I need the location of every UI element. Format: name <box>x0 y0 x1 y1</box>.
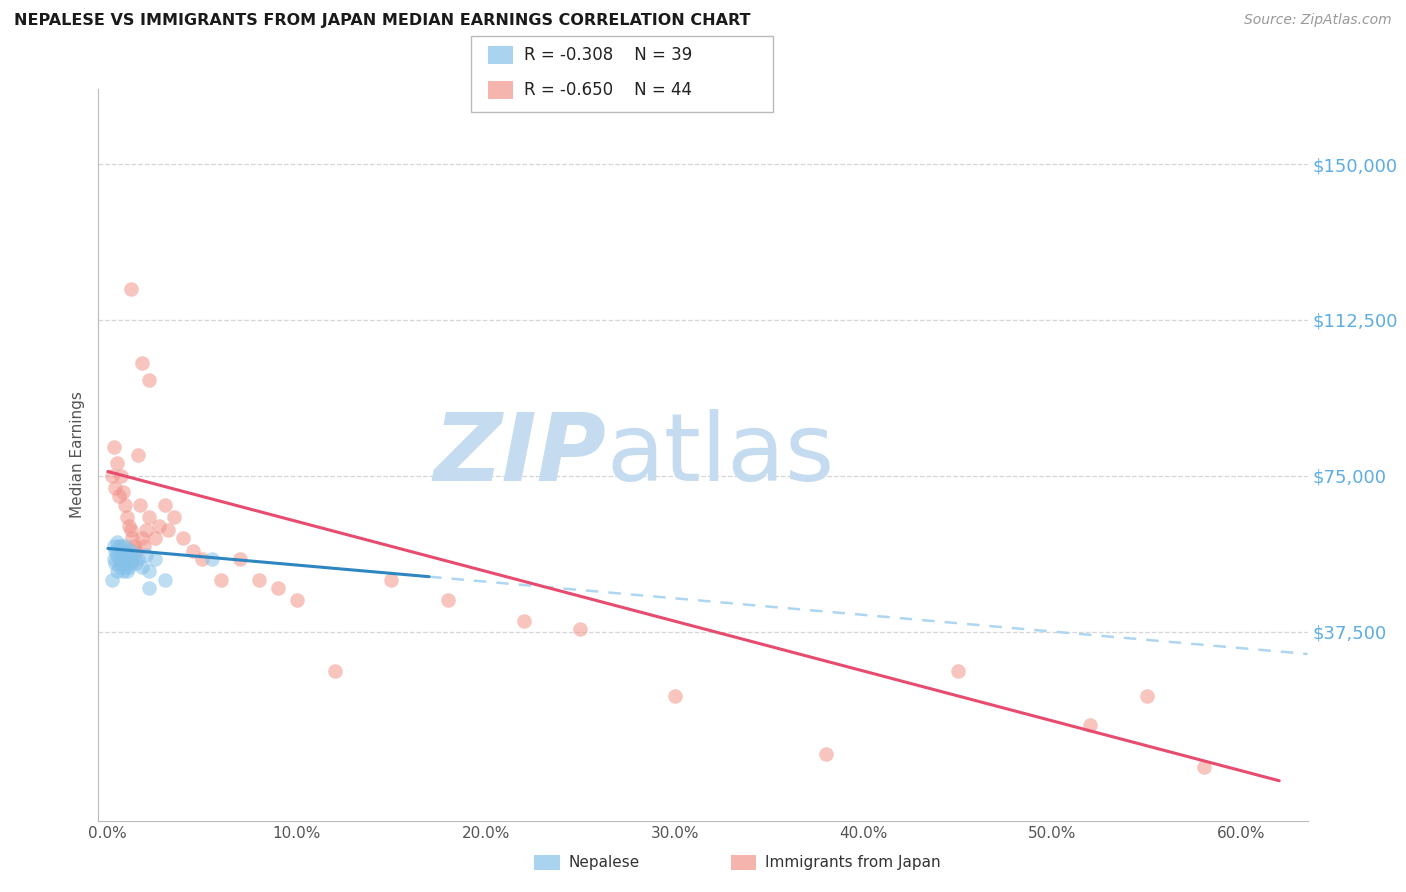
Point <box>1192 759 1215 773</box>
Point <box>247 573 270 587</box>
Point <box>138 581 160 595</box>
Point <box>108 560 131 574</box>
Point <box>115 510 138 524</box>
Point <box>124 539 146 553</box>
Y-axis label: Median Earnings: Median Earnings <box>70 392 86 518</box>
Point <box>108 490 131 504</box>
Point <box>103 551 125 566</box>
Point <box>114 560 136 574</box>
Point <box>946 664 969 678</box>
Point <box>135 548 157 562</box>
Point <box>267 581 290 595</box>
Point <box>103 440 125 454</box>
Point <box>138 564 160 578</box>
Point <box>143 531 166 545</box>
Point <box>131 531 153 545</box>
Point <box>104 481 127 495</box>
Point <box>124 548 146 562</box>
Point <box>569 623 592 637</box>
Point <box>118 560 141 574</box>
Point <box>143 551 166 566</box>
Text: R = -0.308    N = 39: R = -0.308 N = 39 <box>524 46 693 64</box>
Point <box>285 593 308 607</box>
Point <box>104 543 127 558</box>
Point <box>110 468 132 483</box>
Text: NEPALESE VS IMMIGRANTS FROM JAPAN MEDIAN EARNINGS CORRELATION CHART: NEPALESE VS IMMIGRANTS FROM JAPAN MEDIAN… <box>14 13 751 29</box>
Point <box>131 560 153 574</box>
Point <box>121 531 143 545</box>
Point <box>814 747 837 761</box>
Point <box>135 523 157 537</box>
Point <box>120 282 142 296</box>
Point <box>111 551 134 566</box>
Point <box>118 548 141 562</box>
Text: Nepalese: Nepalese <box>568 855 640 870</box>
Point <box>105 535 128 549</box>
Point <box>111 485 134 500</box>
Point <box>181 543 204 558</box>
Point <box>153 498 176 512</box>
Point <box>125 556 148 570</box>
Point <box>111 543 134 558</box>
Point <box>114 498 136 512</box>
Point <box>114 539 136 553</box>
Point <box>229 551 252 566</box>
Point <box>115 564 138 578</box>
Point <box>323 664 346 678</box>
Point <box>664 689 686 703</box>
Point <box>138 373 160 387</box>
Point <box>127 551 149 566</box>
Point <box>209 573 232 587</box>
Point <box>153 573 176 587</box>
Point <box>127 448 149 462</box>
Point <box>105 564 128 578</box>
Point <box>103 539 125 553</box>
Point <box>131 357 153 371</box>
Point <box>437 593 460 607</box>
Point <box>138 510 160 524</box>
Point <box>115 543 138 558</box>
Point <box>120 523 142 537</box>
Point <box>100 468 122 483</box>
Point <box>120 543 142 558</box>
Point <box>100 573 122 587</box>
Point <box>1136 689 1159 703</box>
Point <box>148 518 170 533</box>
Point <box>172 531 194 545</box>
Text: R = -0.650    N = 44: R = -0.650 N = 44 <box>524 81 692 99</box>
Text: atlas: atlas <box>606 409 835 501</box>
Point <box>110 548 132 562</box>
Point <box>104 556 127 570</box>
Point <box>201 551 224 566</box>
Text: Source: ZipAtlas.com: Source: ZipAtlas.com <box>1244 13 1392 28</box>
Point <box>512 614 534 628</box>
Point <box>114 548 136 562</box>
Point <box>191 551 214 566</box>
Point <box>111 564 134 578</box>
Point <box>108 551 131 566</box>
Point <box>121 551 143 566</box>
Text: Immigrants from Japan: Immigrants from Japan <box>765 855 941 870</box>
Point <box>380 573 402 587</box>
Point <box>163 510 186 524</box>
Point <box>129 498 152 512</box>
Point <box>157 523 180 537</box>
Point <box>110 539 132 553</box>
Point <box>132 539 155 553</box>
Point <box>120 556 142 570</box>
Point <box>114 551 136 566</box>
Text: ZIP: ZIP <box>433 409 606 501</box>
Point <box>110 556 132 570</box>
Point <box>125 543 148 558</box>
Point <box>105 456 128 470</box>
Point <box>1078 718 1101 732</box>
Point <box>118 518 141 533</box>
Point <box>105 548 128 562</box>
Point <box>115 556 138 570</box>
Point <box>108 539 131 553</box>
